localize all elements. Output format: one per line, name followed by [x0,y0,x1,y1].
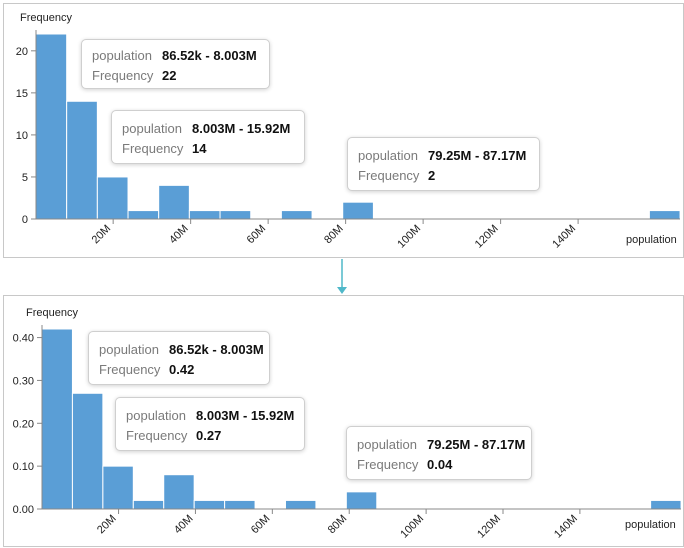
bar-tooltip: population 79.25M - 87.17M Frequency 0.04 [346,426,532,480]
x-tick-label: 20M [95,513,119,537]
bar-tooltip: population 86.52k - 8.003M Frequency 0.42 [88,331,270,385]
tooltip-value: 14 [192,141,207,156]
histogram-bar[interactable] [96,176,129,220]
histogram-bar[interactable] [648,210,681,220]
tooltip-range: 79.25M - 87.17M [428,148,527,163]
y-tick-label: 0.20 [13,418,34,430]
histogram-bar[interactable] [193,499,226,510]
tooltip-value: 22 [162,68,177,83]
histogram-bar[interactable] [102,465,134,510]
histogram-bar[interactable] [188,210,221,220]
y-tick-label: 15 [16,88,28,100]
x-tick-label: 80M [322,223,346,247]
y-axis-label: Frequency [20,12,72,24]
tooltip-key-population: population [92,48,152,63]
x-tick-label: 140M [550,223,578,251]
y-tick-label: 0.00 [13,504,34,516]
count-histogram-chart: 0 5 10 15 20 20M 40M 60M 80M 100M 120M 140M [16,30,681,251]
tooltip-value: 0.04 [427,457,453,472]
tooltip-range: 86.52k - 8.003M [162,48,257,63]
x-tick-label: 60M [245,223,269,247]
x-tick-label: 60M [249,513,273,537]
x-tick-label: 100M [395,223,423,251]
tooltip-key-population: population [122,121,182,136]
histogram-bar[interactable] [345,491,378,510]
count-histogram-panel: Frequency 0 5 10 15 20 20M 40M 60M 80M 100M 120M 14… [3,3,684,258]
histogram-bar[interactable] [224,499,256,510]
tooltip-key-frequency: Frequency [99,362,161,377]
tooltip-range: 79.25M - 87.17M [427,437,526,452]
tooltip-value: 0.27 [196,428,222,443]
histogram-bar[interactable] [219,210,252,220]
histogram-bar[interactable] [163,474,195,510]
tooltip-key-frequency: Frequency [122,141,184,156]
x-tick-label: 140M [552,513,580,541]
tooltip-key-frequency: Frequency [358,168,420,183]
proportion-histogram-chart: 0.00 0.10 0.20 0.30 0.40 20M 40M 60M 80M 100M 120M… [13,325,682,541]
tooltip-range: 8.003M - 15.92M [196,408,295,423]
y-tick-label: 5 [22,172,28,184]
y-tick-label: 10 [16,130,28,142]
histogram-bar[interactable] [650,499,682,510]
x-tick-label: 20M [90,223,114,247]
x-tick-label: 120M [473,223,501,251]
x-axis-label: population [625,519,676,531]
tooltip-key-population: population [99,342,159,357]
tooltip-key-frequency: Frequency [357,457,419,472]
x-tick-label: 80M [326,513,350,537]
y-tick-label: 0.30 [13,375,34,387]
bar-tooltip: population 86.52k - 8.003M Frequency 22 [81,39,270,89]
histogram-bar[interactable] [35,33,68,220]
histogram-bar[interactable] [158,184,190,220]
x-tick-label: 40M [167,223,191,247]
tooltip-key-frequency: Frequency [126,428,188,443]
y-tick-label: 0.10 [13,461,34,473]
histogram-bar[interactable] [127,210,160,220]
y-tick-label: 0.40 [13,333,34,345]
bar-tooltip: population 79.25M - 87.17M Frequency 2 [347,137,540,191]
histogram-bar[interactable] [342,201,374,220]
histogram-bar[interactable] [66,100,98,220]
y-tick-label: 0 [22,214,28,226]
y-tick-label: 20 [16,46,28,58]
y-axis-label: Frequency [26,307,78,319]
bar-tooltip: population 8.003M - 15.92M Frequency 14 [111,110,305,164]
tooltip-key-population: population [126,408,186,423]
tooltip-key-frequency: Frequency [92,68,154,83]
x-tick-label: 100M [398,513,426,541]
tooltip-value: 0.42 [169,362,195,377]
tooltip-range: 86.52k - 8.003M [169,342,264,357]
x-axis-label: population [626,234,677,246]
tooltip-range: 8.003M - 15.92M [192,121,291,136]
histogram-bar[interactable] [71,392,104,510]
down-arrow-icon [334,259,350,295]
histogram-bar[interactable] [284,499,317,510]
bar-tooltip: population 8.003M - 15.92M Frequency 0.27 [115,397,305,451]
tooltip-value: 2 [428,168,436,183]
proportion-histogram-panel: Frequency 0.00 0.10 0.20 0.30 0.40 20M 40M 60M 8… [3,295,684,547]
tooltip-key-population: population [357,437,417,452]
histogram-bar[interactable] [280,210,313,220]
x-tick-label: 120M [475,513,503,541]
histogram-bar[interactable] [132,499,165,510]
x-tick-label: 40M [172,513,196,537]
tooltip-key-population: population [358,148,418,163]
histogram-bar[interactable] [41,328,73,510]
